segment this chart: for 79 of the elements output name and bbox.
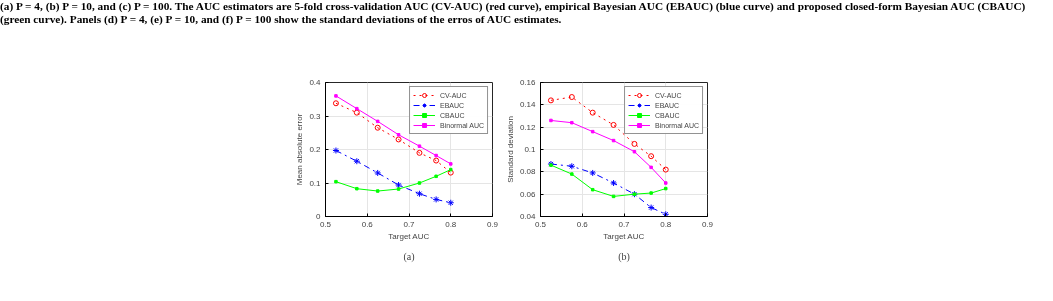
y-tick-label: 0.06 — [519, 189, 537, 199]
point — [590, 129, 595, 134]
point — [432, 195, 440, 203]
x-tick-label: 0.6 — [576, 219, 589, 229]
point — [375, 189, 380, 193]
text: (a) — [403, 250, 415, 263]
point — [332, 147, 340, 154]
point — [332, 100, 339, 107]
point — [395, 136, 402, 143]
x-tick-label: 0.8 — [660, 219, 672, 229]
y-tick-label: 0.12 — [519, 122, 537, 132]
y-tick-label: 0.2 — [309, 145, 322, 154]
point — [447, 169, 454, 176]
text: (b) — [618, 250, 630, 263]
text: (a) P = 4, (b) P = 10, and (c) P = 100. The AUC estimators are 5-fold cross-validation AUC (CV-AUC) (red curve), empirical Bayesian AUC (EBAUC) (blue curve) and proposed closed-form Bayesian AUC (CBAUC) (green curve). Panels (d) P = 4, (e) P = 10, and (f) P = 100 show the standard deviations of the erros of AUC estimates. — [0, 0, 1027, 26]
point — [662, 210, 670, 217]
point — [647, 204, 655, 212]
point — [353, 157, 361, 165]
point — [353, 109, 360, 116]
y-tick-label: 0 — [316, 212, 322, 221]
point — [374, 124, 381, 131]
point — [396, 187, 401, 191]
y-tick-label: 0.4 — [309, 78, 322, 87]
point — [570, 172, 574, 176]
point — [549, 118, 553, 123]
y-tick-label: 0.04 — [519, 212, 537, 221]
point — [447, 199, 455, 207]
point — [632, 149, 637, 154]
y-tick-label: 0.1 — [309, 178, 322, 188]
point — [610, 179, 618, 187]
x-tick-label: 0.7 — [403, 219, 416, 229]
point — [374, 169, 382, 177]
point — [355, 106, 359, 111]
y-axis-title: Standard deviation — [505, 116, 515, 183]
point — [662, 166, 669, 173]
point — [631, 140, 638, 147]
x-axis-title: Target AUC — [388, 231, 430, 241]
y-tick-label: 0.1 — [524, 145, 537, 154]
y-axis-title: Mean absolute error — [295, 113, 305, 186]
point — [433, 157, 440, 164]
point — [568, 162, 576, 170]
point — [375, 119, 380, 124]
point — [434, 174, 438, 179]
point — [664, 186, 668, 191]
point — [547, 97, 554, 104]
y-tick-label: 0.08 — [519, 167, 537, 177]
y-tick-label: 0.3 — [309, 111, 322, 121]
x-tick-label: 0.5 — [534, 219, 547, 229]
point — [664, 181, 668, 185]
point — [649, 191, 653, 195]
point — [610, 121, 617, 128]
point — [415, 190, 423, 198]
x-tick-label: 0.6 — [361, 219, 374, 229]
point — [417, 181, 422, 185]
y-tick-label: 0.14 — [519, 100, 537, 110]
x-tick-label: 0.9 — [486, 219, 499, 229]
point — [589, 109, 596, 116]
point — [334, 179, 338, 184]
point — [589, 169, 597, 177]
point — [449, 167, 453, 172]
point — [395, 181, 403, 189]
y-tick-label: 0.16 — [519, 78, 537, 87]
x-axis-title: Target AUC — [603, 231, 645, 241]
point — [355, 186, 359, 191]
x-tick-label: 0.9 — [701, 219, 714, 229]
point — [334, 94, 338, 98]
point — [416, 149, 423, 156]
point — [417, 144, 422, 148]
x-tick-label: 0.5 — [319, 219, 332, 229]
point — [568, 94, 575, 101]
point — [396, 133, 401, 137]
point — [449, 162, 453, 166]
x-tick-label: 0.8 — [445, 219, 457, 229]
point — [590, 187, 595, 192]
point — [648, 153, 655, 160]
point — [649, 165, 653, 170]
point — [434, 153, 438, 158]
point — [570, 120, 574, 125]
x-tick-label: 0.7 — [618, 219, 631, 229]
